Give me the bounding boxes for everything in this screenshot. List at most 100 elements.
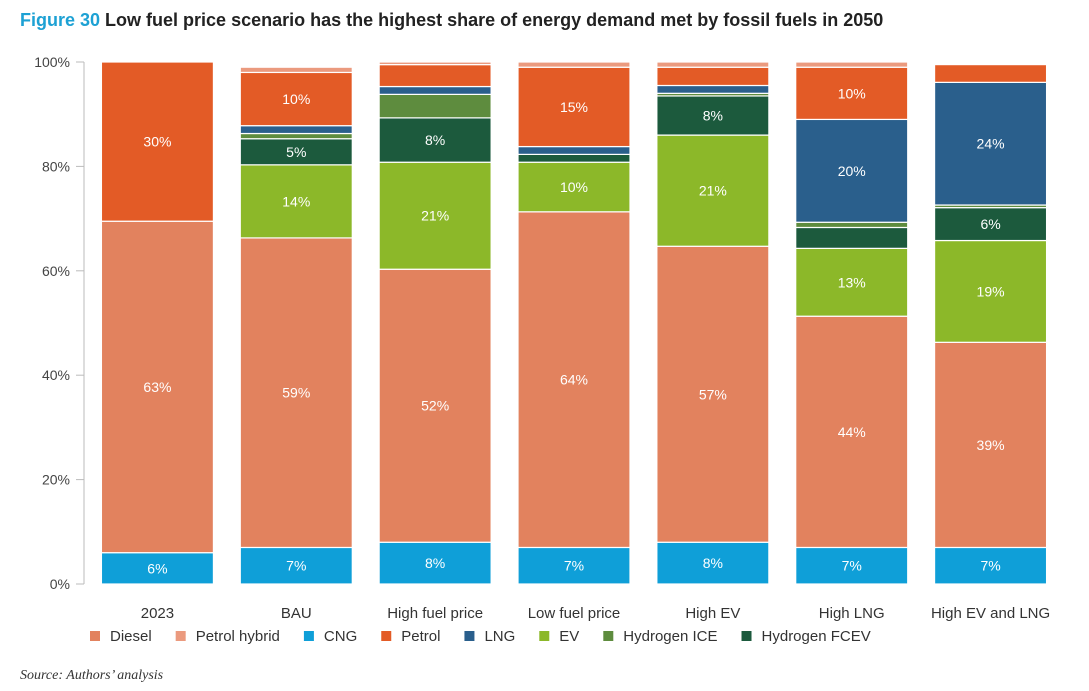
data-label: 57% bbox=[699, 386, 727, 402]
legend-label: Petrol bbox=[401, 628, 440, 645]
bar-segment bbox=[933, 239, 1048, 343]
data-label: 19% bbox=[977, 283, 1005, 299]
bar-segment bbox=[933, 341, 1048, 549]
data-label: 7% bbox=[564, 558, 584, 574]
bar-segment bbox=[100, 61, 215, 222]
legend-swatch bbox=[464, 631, 475, 641]
bar-segment bbox=[656, 134, 770, 247]
x-tick-label: High LNG bbox=[819, 605, 885, 622]
figure-number: Figure 30 bbox=[20, 10, 101, 30]
bar-segment bbox=[795, 247, 909, 317]
bar-segment bbox=[517, 66, 631, 148]
source-note: Source: Authors’ analysis bbox=[20, 668, 164, 683]
y-tick-label: 0% bbox=[50, 576, 70, 592]
bar-segment bbox=[795, 315, 909, 549]
data-label: 30% bbox=[143, 134, 171, 150]
bar-segment bbox=[100, 220, 215, 554]
data-label: 13% bbox=[838, 274, 866, 290]
legend-swatch bbox=[741, 631, 752, 641]
legend-label: CNG bbox=[324, 628, 357, 645]
bar-segment bbox=[517, 211, 631, 549]
bar-segment bbox=[795, 226, 909, 249]
data-label: 15% bbox=[560, 99, 588, 115]
bar-segment bbox=[517, 61, 631, 68]
bar-segment bbox=[933, 81, 1048, 206]
legend-swatch bbox=[303, 631, 314, 641]
data-label: 6% bbox=[980, 216, 1000, 232]
x-tick-label: BAU bbox=[281, 605, 312, 622]
bar-segment bbox=[239, 237, 353, 549]
legend-label: Hydrogen ICE bbox=[623, 628, 717, 645]
stacked-bar-chart: 0% 20% 40% 60% 80% 100% 6% 63% 30% 2023 7% 59% 14% 5%… bbox=[34, 54, 1050, 645]
legend-label: Hydrogen FCEV bbox=[762, 628, 871, 645]
legend-swatch bbox=[175, 631, 186, 641]
data-label: 24% bbox=[977, 136, 1005, 152]
x-tick-label: High EV bbox=[685, 605, 740, 622]
legend-label: Diesel bbox=[110, 628, 152, 645]
data-label: 21% bbox=[421, 208, 449, 224]
legend-swatch bbox=[381, 631, 392, 641]
bar-segment bbox=[378, 117, 492, 163]
bar-segment bbox=[795, 61, 909, 68]
bar-segment bbox=[517, 145, 631, 155]
x-tick-label: High fuel price bbox=[387, 605, 483, 622]
bar-segment bbox=[378, 85, 492, 95]
data-label: 44% bbox=[838, 424, 866, 440]
data-label: 10% bbox=[282, 91, 310, 107]
bar-segment bbox=[933, 207, 1048, 242]
bar-segment bbox=[656, 84, 770, 94]
bar-segment bbox=[517, 546, 631, 585]
data-label: 10% bbox=[838, 85, 866, 101]
bar-segment bbox=[239, 132, 353, 140]
data-label: 8% bbox=[425, 132, 445, 148]
data-label: 59% bbox=[282, 385, 310, 401]
bar-segment bbox=[378, 93, 492, 119]
figure-title: Figure 30 Low fuel price scenario has th… bbox=[20, 10, 883, 31]
bar-segment bbox=[239, 71, 353, 127]
data-label: 8% bbox=[703, 555, 723, 571]
data-label: 63% bbox=[143, 379, 171, 395]
data-label: 52% bbox=[421, 398, 449, 414]
bar-segment bbox=[656, 95, 770, 136]
data-label: 8% bbox=[425, 555, 445, 571]
data-label: 21% bbox=[699, 183, 727, 199]
data-label: 10% bbox=[560, 179, 588, 195]
bar-segment bbox=[378, 268, 492, 543]
bar-segment bbox=[795, 118, 909, 223]
bar-segment bbox=[239, 66, 353, 74]
bar-segment bbox=[378, 64, 492, 88]
y-tick-label: 40% bbox=[42, 367, 70, 383]
y-tick-label: 80% bbox=[42, 158, 70, 174]
data-label: 20% bbox=[838, 163, 866, 179]
bar-segment bbox=[795, 66, 909, 121]
data-label: 8% bbox=[703, 108, 723, 124]
data-label: 7% bbox=[980, 558, 1000, 574]
bar-segment bbox=[239, 546, 353, 585]
data-label: 7% bbox=[286, 558, 306, 574]
bar-segment bbox=[378, 541, 492, 585]
data-label: 64% bbox=[560, 372, 588, 388]
bar-segment bbox=[656, 245, 770, 543]
bar-segment bbox=[795, 221, 909, 229]
data-label: 39% bbox=[977, 437, 1005, 453]
y-tick-label: 100% bbox=[34, 54, 70, 70]
bar-segment bbox=[517, 153, 631, 163]
bar-segment bbox=[795, 546, 909, 585]
legend-swatch bbox=[539, 631, 550, 641]
legend-label: Petrol hybrid bbox=[196, 628, 280, 645]
data-label: 7% bbox=[842, 558, 862, 574]
legend-swatch bbox=[603, 631, 614, 641]
legend-label: LNG bbox=[484, 628, 515, 645]
data-label: 14% bbox=[282, 193, 310, 209]
bar-segment bbox=[239, 164, 353, 239]
bar-segment bbox=[100, 552, 215, 585]
bar-segment bbox=[239, 138, 353, 166]
data-label: 6% bbox=[147, 560, 167, 576]
x-tick-label: High EV and LNG bbox=[931, 605, 1050, 622]
bar-segment bbox=[378, 161, 492, 270]
y-tick-label: 20% bbox=[42, 472, 70, 488]
bar-segment bbox=[656, 66, 770, 87]
y-tick-label: 60% bbox=[42, 263, 70, 279]
bar-segment bbox=[239, 125, 353, 135]
legend-swatch bbox=[90, 631, 100, 641]
